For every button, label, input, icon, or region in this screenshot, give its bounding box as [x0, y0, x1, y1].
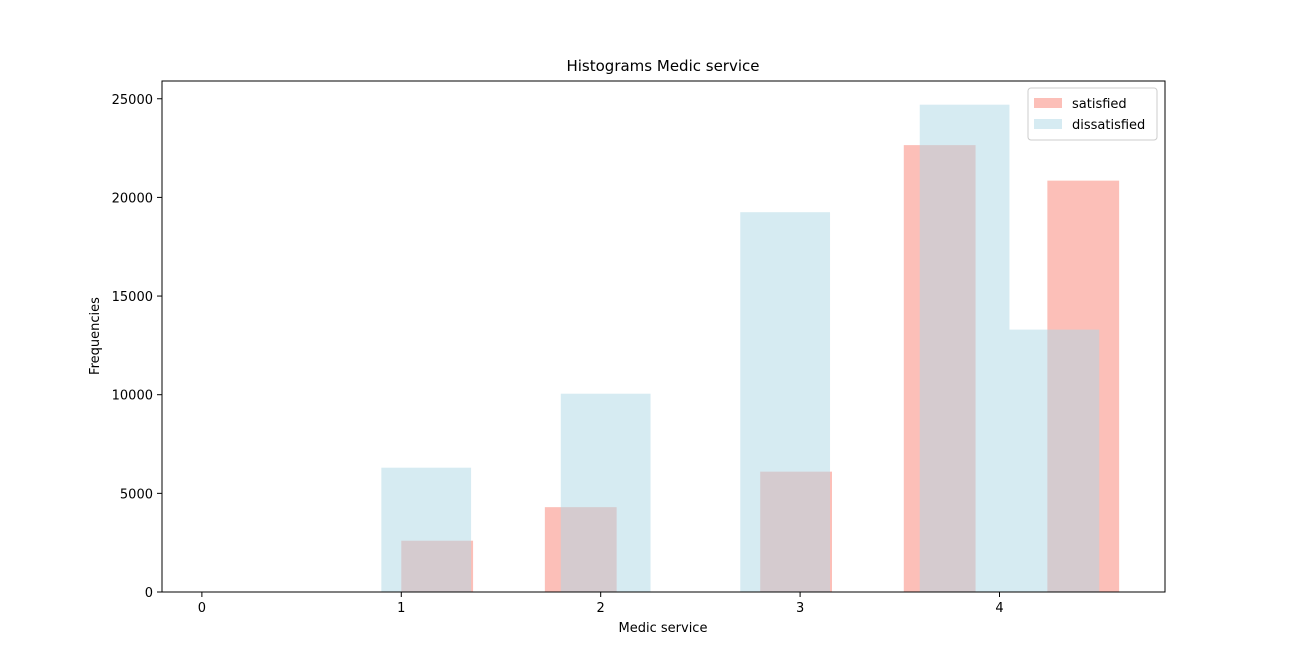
plot-frame [161, 80, 1166, 593]
bars-layer [381, 104, 1120, 593]
bar-dissatisfied-2 [560, 393, 651, 592]
x-tick-label: 0 [198, 601, 206, 616]
bar-dissatisfied-3 [740, 212, 831, 592]
y-tick-label: 10000 [112, 389, 153, 404]
y-tick-label: 15000 [112, 290, 153, 305]
y-tick-label: 20000 [112, 191, 153, 206]
legend-swatch-satisfied [1034, 98, 1062, 108]
x-axis-label: Medic service [619, 621, 708, 636]
bar-dissatisfied-5 [1009, 329, 1100, 592]
legend-swatch-dissatisfied [1034, 119, 1062, 129]
x-tick-label: 2 [597, 601, 605, 616]
legend: satisfied dissatisfied [1027, 87, 1158, 141]
x-axis: 0 1 2 3 4 [198, 592, 1004, 616]
y-axis: 0 5000 10000 15000 20000 25000 [112, 93, 162, 601]
bar-dissatisfied-4 [919, 104, 1010, 593]
bar-dissatisfied-1 [381, 467, 472, 592]
y-axis-label: Frequencies [88, 297, 103, 375]
x-tick-label: 1 [397, 601, 405, 616]
chart-title: Histograms Medic service [566, 57, 759, 75]
legend-label-satisfied: satisfied [1072, 97, 1127, 112]
y-tick-label: 25000 [112, 93, 153, 108]
x-tick-label: 3 [796, 601, 804, 616]
y-tick-label: 0 [145, 586, 153, 601]
x-tick-label: 4 [995, 601, 1003, 616]
legend-label-dissatisfied: dissatisfied [1072, 118, 1145, 133]
y-tick-label: 5000 [120, 487, 153, 502]
